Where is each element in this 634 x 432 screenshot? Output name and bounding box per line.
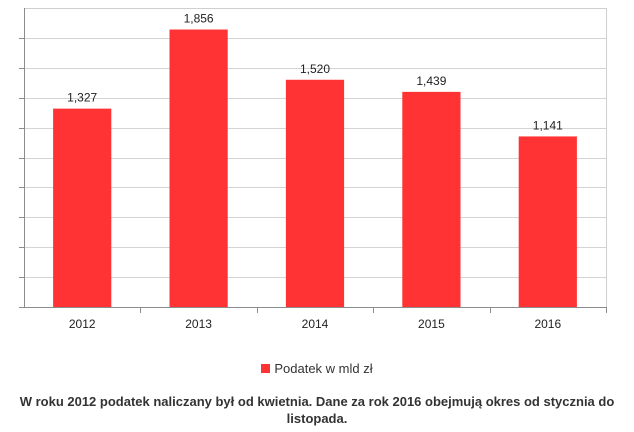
chart-caption: W roku 2012 podatek naliczany był od kwi… <box>19 394 615 426</box>
x-tick-label: 2014 <box>302 317 329 331</box>
x-tick-label: 2015 <box>418 317 445 331</box>
data-labels: 1,327 1,856 1,520 1,439 1,141 <box>67 12 563 133</box>
data-label: 1,856 <box>184 12 214 26</box>
data-label: 1,520 <box>300 62 330 76</box>
bars <box>53 29 577 308</box>
data-label: 1,327 <box>67 91 97 105</box>
data-label: 1,141 <box>533 118 563 132</box>
data-label: 1,439 <box>416 74 446 88</box>
bar <box>53 108 112 308</box>
x-tick-label: 2016 <box>534 317 561 331</box>
bar <box>285 79 345 307</box>
axes: 2012 2013 2014 2015 2016 <box>19 8 607 331</box>
bar <box>402 91 461 307</box>
legend: Podatek w mld zł <box>0 361 634 376</box>
x-tick-label: 2012 <box>69 317 96 331</box>
legend-swatch <box>261 364 271 373</box>
bar <box>518 136 577 307</box>
x-tick-label: 2013 <box>185 317 212 331</box>
legend-label: Podatek w mld zł <box>274 361 373 376</box>
bar <box>169 29 228 307</box>
